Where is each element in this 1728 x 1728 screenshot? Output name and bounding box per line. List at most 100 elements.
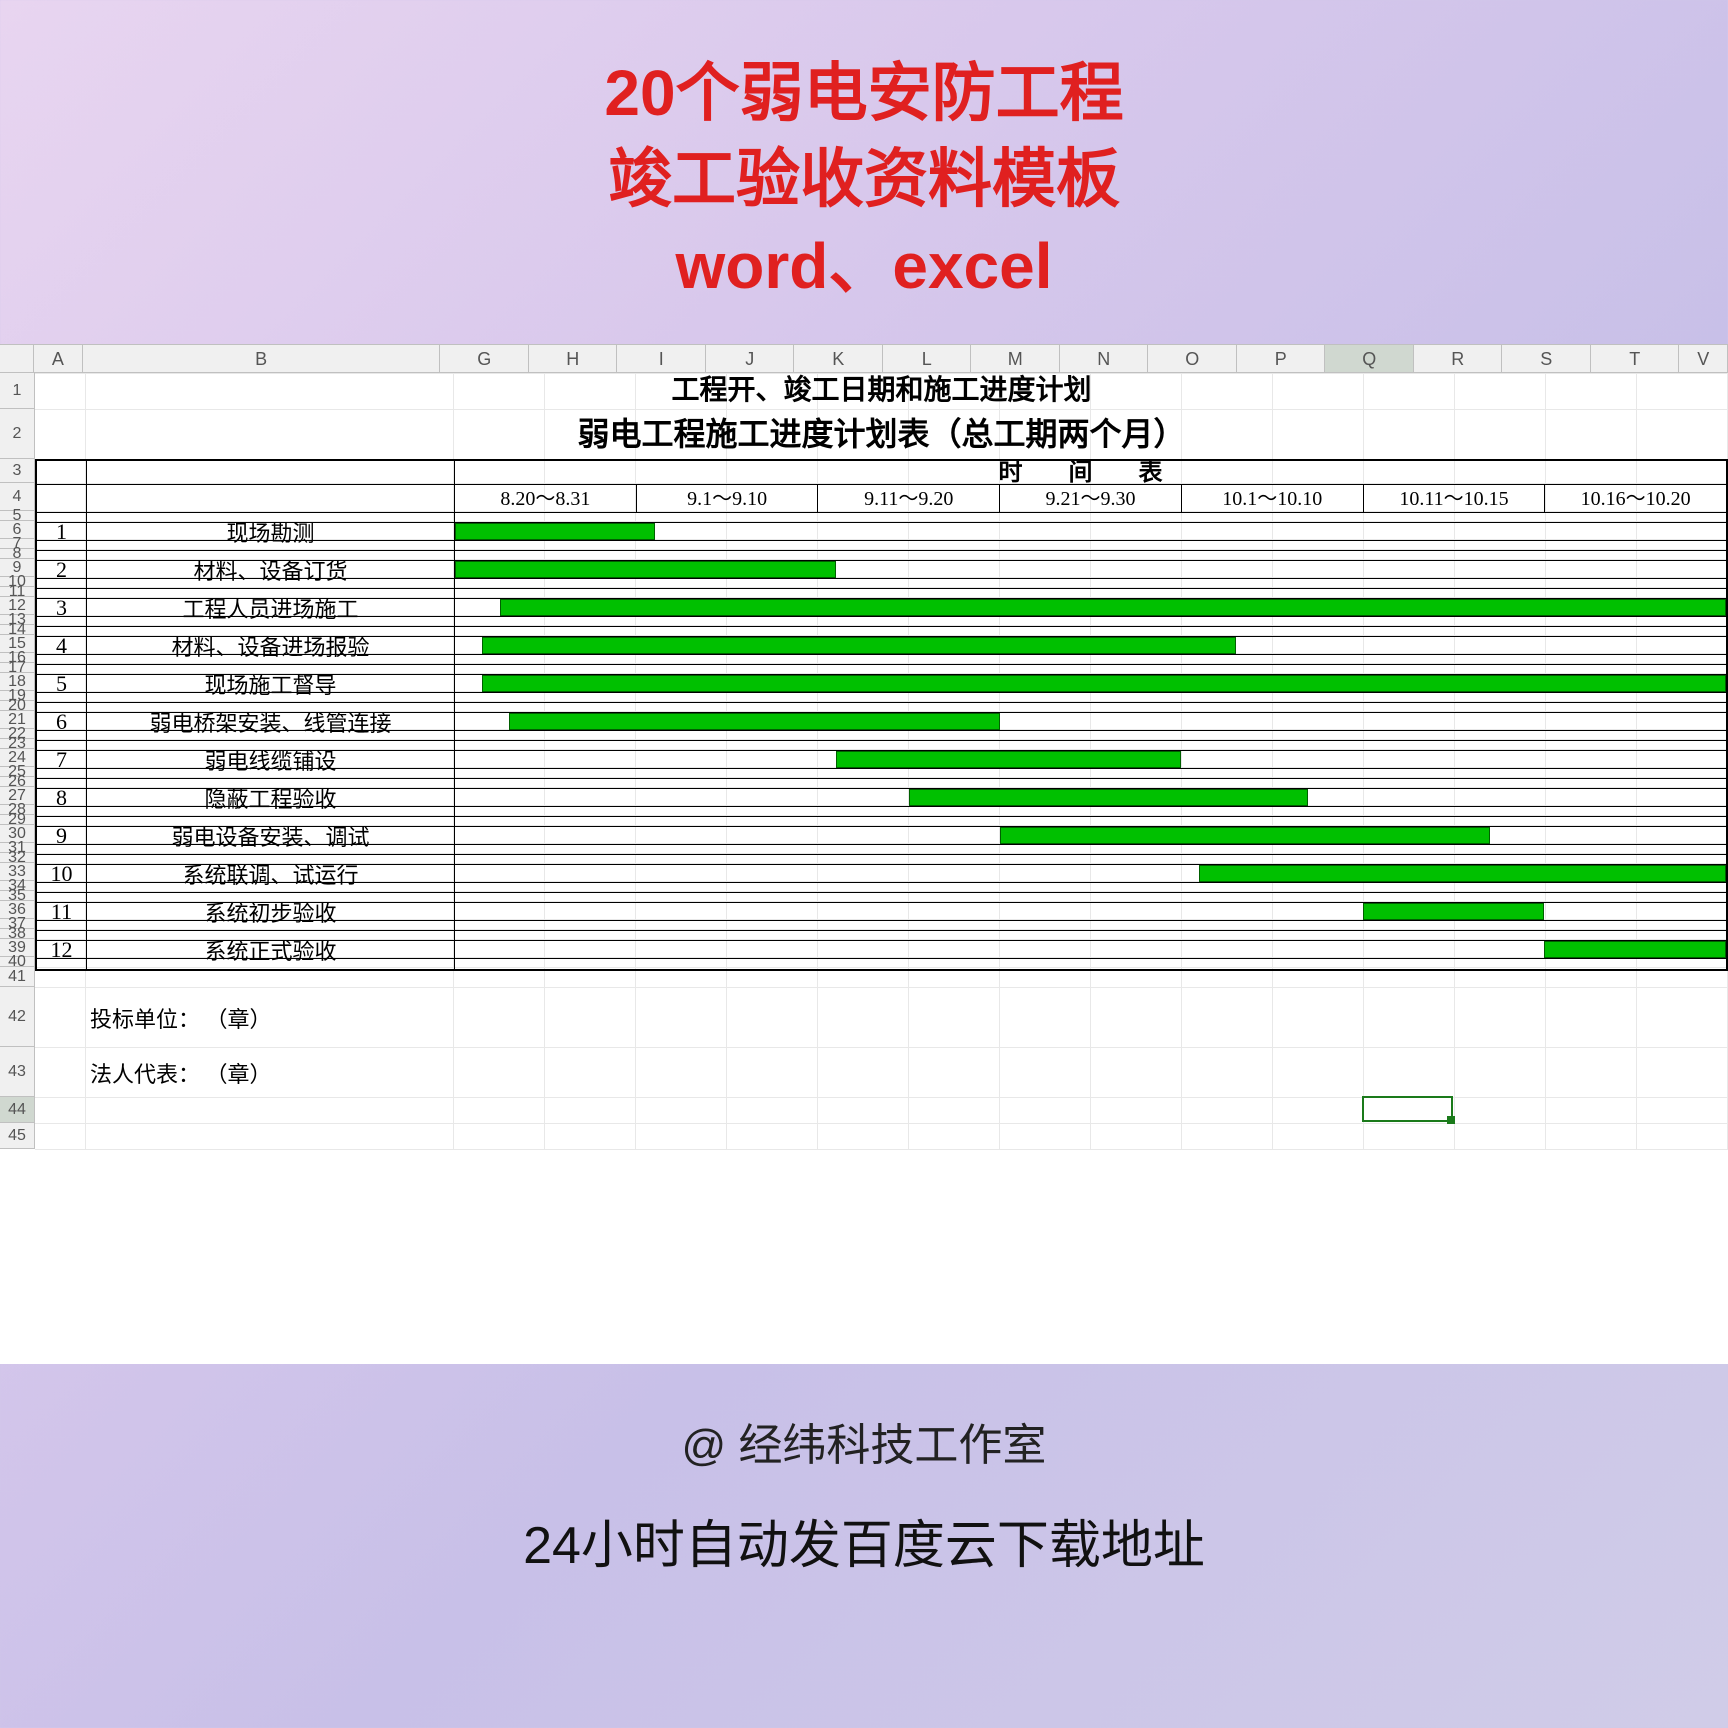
gantt-bar (1199, 865, 1726, 882)
col-header-V[interactable]: V (1679, 345, 1728, 373)
task-num: 12 (37, 941, 87, 958)
task-name: 工程人员进场施工 (87, 599, 455, 616)
gantt-bar (455, 523, 655, 540)
gantt-bar (482, 637, 1236, 654)
row-header-23[interactable]: 23 (0, 739, 35, 749)
task-num: 5 (37, 675, 87, 692)
gantt-bar (500, 599, 1726, 616)
task-name: 弱电设备安装、调试 (87, 827, 455, 844)
task-name: 系统正式验收 (87, 941, 455, 958)
gantt-table: 时 间 表8.20～8.319.1～9.109.11～9.209.21～9.30… (35, 459, 1728, 971)
selection-outline (1362, 1096, 1453, 1122)
col-header-T[interactable]: T (1591, 345, 1680, 373)
gantt-row (455, 637, 1726, 654)
footer-legal: 法人代表： （章） (90, 1057, 272, 1089)
task-num: 6 (37, 713, 87, 730)
row-header-40[interactable]: 40 (0, 957, 35, 967)
row-header-41[interactable]: 41 (0, 967, 35, 987)
row-header-1[interactable]: 1 (0, 373, 35, 409)
task-num: 7 (37, 751, 87, 768)
task-name: 现场勘测 (87, 523, 455, 540)
col-header-R[interactable]: R (1414, 345, 1503, 373)
row-header-14[interactable]: 14 (0, 625, 35, 635)
row-header-29[interactable]: 29 (0, 815, 35, 825)
row-header-5[interactable]: 5 (0, 511, 35, 521)
task-name: 弱电线缆铺设 (87, 751, 455, 768)
col-header-A[interactable]: A (34, 345, 83, 373)
col-header-K[interactable]: K (794, 345, 883, 373)
task-num: 8 (37, 789, 87, 806)
row-headers: 1234567891011121314151617181920212223242… (0, 373, 35, 1149)
gantt-bar (836, 751, 1181, 768)
task-num: 11 (37, 903, 87, 920)
row-header-17[interactable]: 17 (0, 663, 35, 673)
bottom-labels: @ 经纬科技工作室 24小时自动发百度云下载地址 (0, 1409, 1728, 1578)
gantt-row (455, 827, 1726, 844)
task-name: 隐蔽工程验收 (87, 789, 455, 806)
task-name: 系统初步验收 (87, 903, 455, 920)
row-header-32[interactable]: 32 (0, 853, 35, 863)
time-header: 时 间 表 (455, 461, 1726, 484)
title-line-3: word、excel (0, 223, 1728, 309)
task-name: 材料、设备进场报验 (87, 637, 455, 654)
gantt-row (455, 751, 1726, 768)
row-header-11[interactable]: 11 (0, 587, 35, 597)
column-headers: ABGHIJKLMNOPQRSTV (0, 345, 1728, 373)
task-num: 2 (37, 561, 87, 578)
row-header-45[interactable]: 45 (0, 1123, 35, 1149)
period-header: 9.1～9.10 (637, 485, 819, 512)
gantt-bar (1544, 941, 1726, 958)
row-header-38[interactable]: 38 (0, 929, 35, 939)
top-title-block: 20个弱电安防工程 竣工验收资料模板 word、excel (0, 0, 1728, 309)
delivery-info: 24小时自动发百度云下载地址 (0, 1503, 1728, 1578)
row-header-42[interactable]: 42 (0, 987, 35, 1047)
period-header: 9.21～9.30 (1000, 485, 1182, 512)
row-header-35[interactable]: 35 (0, 891, 35, 901)
row-header-8[interactable]: 8 (0, 549, 35, 559)
gantt-row (455, 903, 1726, 920)
excel-screenshot: ABGHIJKLMNOPQRSTV 1234567891011121314151… (0, 344, 1728, 1364)
col-header-N[interactable]: N (1060, 345, 1149, 373)
attribution: @ 经纬科技工作室 (0, 1409, 1728, 1473)
task-name: 系统联调、试运行 (87, 865, 455, 882)
col-header-L[interactable]: L (883, 345, 972, 373)
gantt-row (455, 675, 1726, 692)
fill-handle[interactable] (1447, 1116, 1455, 1124)
col-header-O[interactable]: O (1148, 345, 1237, 373)
col-header-B[interactable]: B (83, 345, 441, 373)
select-all-corner[interactable] (0, 345, 34, 373)
title-line-2: 竣工验收资料模板 (0, 136, 1728, 222)
gantt-bar (1363, 903, 1545, 920)
col-header-I[interactable]: I (617, 345, 706, 373)
cells-area[interactable]: 工程开、竣工日期和施工进度计划 弱电工程施工进度计划表（总工期两个月） 时 间 … (35, 373, 1728, 1149)
gantt-bar (482, 675, 1726, 692)
col-header-S[interactable]: S (1502, 345, 1591, 373)
col-header-M[interactable]: M (971, 345, 1060, 373)
period-header: 10.1～10.10 (1182, 485, 1364, 512)
row-header-44[interactable]: 44 (0, 1097, 35, 1123)
task-num: 3 (37, 599, 87, 616)
gantt-row (455, 941, 1726, 958)
gantt-row (455, 561, 1726, 578)
gantt-bar (509, 713, 999, 730)
col-header-H[interactable]: H (529, 345, 618, 373)
col-header-P[interactable]: P (1237, 345, 1326, 373)
footer-bidder: 投标单位： （章） (90, 1002, 272, 1034)
row-header-43[interactable]: 43 (0, 1047, 35, 1097)
task-name: 现场施工督导 (87, 675, 455, 692)
row-header-26[interactable]: 26 (0, 777, 35, 787)
gantt-row (455, 599, 1726, 616)
gantt-bar (1000, 827, 1490, 844)
row-header-20[interactable]: 20 (0, 701, 35, 711)
row-header-2[interactable]: 2 (0, 409, 35, 459)
col-header-G[interactable]: G (440, 345, 529, 373)
title-line-1: 20个弱电安防工程 (0, 50, 1728, 136)
period-header: 10.16～10.20 (1545, 485, 1726, 512)
row-header-3[interactable]: 3 (0, 459, 35, 483)
sheet-title-1: 工程开、竣工日期和施工进度计划 (35, 373, 1728, 409)
gantt-bar (455, 561, 836, 578)
col-header-J[interactable]: J (706, 345, 795, 373)
gantt-row (455, 865, 1726, 882)
col-header-Q[interactable]: Q (1325, 345, 1414, 373)
task-num: 4 (37, 637, 87, 654)
